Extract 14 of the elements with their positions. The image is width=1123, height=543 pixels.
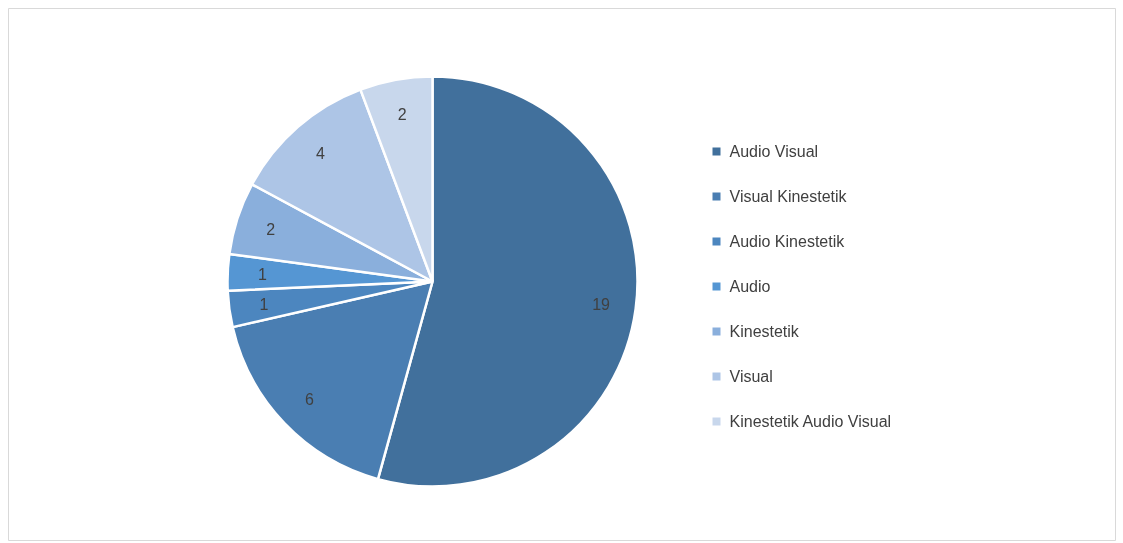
data-label: 6 xyxy=(305,391,315,409)
data-label: 2 xyxy=(266,220,276,238)
legend-label: Kinestetik Audio Visual xyxy=(729,413,892,430)
legend-label: Visual Kinestetik xyxy=(729,188,848,205)
legend-label: Audio Visual xyxy=(729,143,819,160)
data-label: 4 xyxy=(316,145,326,163)
legend-label: Visual xyxy=(729,368,773,385)
legend-label: Audio xyxy=(729,278,771,295)
data-label: 2 xyxy=(397,106,407,124)
legend-label: Audio Kinestetik xyxy=(729,233,846,250)
data-label: 1 xyxy=(259,296,269,314)
data-label: 19 xyxy=(592,296,611,314)
data-label: 1 xyxy=(258,265,268,283)
legend-label: Kinestetik xyxy=(729,323,800,340)
